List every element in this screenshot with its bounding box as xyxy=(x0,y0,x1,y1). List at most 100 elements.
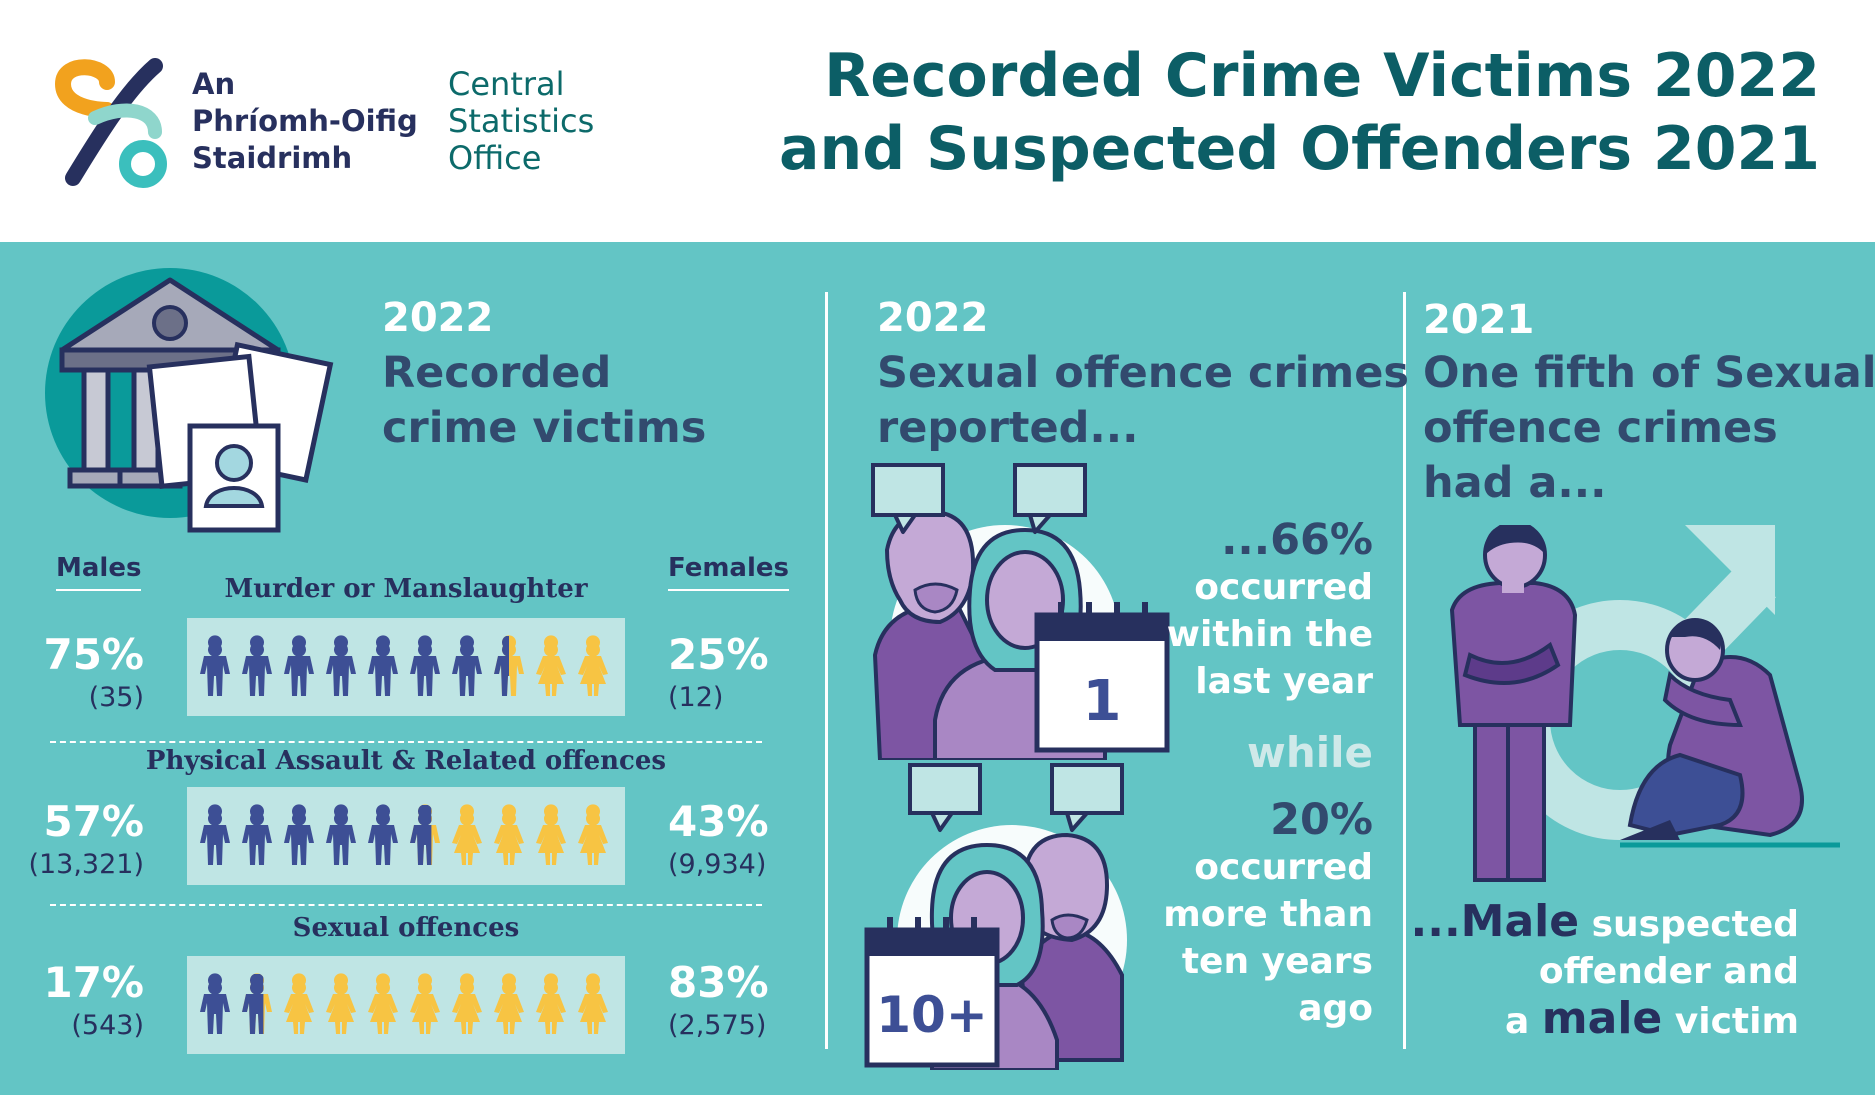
heading-line: reported... xyxy=(877,403,1139,453)
person-figure xyxy=(200,973,230,1034)
row-separator xyxy=(50,904,762,906)
male-figure xyxy=(326,804,356,865)
stat2-line: occurred xyxy=(1194,847,1373,888)
pictogram-sexual xyxy=(200,973,608,1034)
heading-line: One fifth of Sexual xyxy=(1423,348,1875,398)
female-figure xyxy=(368,973,398,1034)
male-share-fill xyxy=(242,974,264,1034)
person-figure xyxy=(200,635,230,696)
person-figure xyxy=(494,635,524,696)
female-figure xyxy=(452,804,482,865)
female-count-sexual: (2,575) xyxy=(668,1010,767,1041)
stat2-line: ago xyxy=(1298,988,1373,1029)
female-figure xyxy=(536,973,566,1034)
conclusion-line: offender and xyxy=(1538,951,1799,992)
male-count-assault: (13,321) xyxy=(28,849,144,880)
male-figure xyxy=(284,635,314,696)
person-figure xyxy=(242,804,272,865)
female-count-assault: (9,934) xyxy=(668,849,767,880)
person-figure xyxy=(578,635,608,696)
male-figure xyxy=(200,635,230,696)
females-label: Females xyxy=(668,553,789,591)
female-figure xyxy=(578,635,608,696)
men-figures-icon xyxy=(1449,525,1840,882)
female-figure xyxy=(410,973,440,1034)
person-figure xyxy=(494,973,524,1034)
male-pct-assault: 57% xyxy=(43,797,144,846)
heading-line: crime victims xyxy=(382,403,707,453)
male-figure xyxy=(200,973,230,1034)
male-share-fill xyxy=(410,805,432,865)
stat1-line: within the xyxy=(1166,614,1373,655)
female-figure xyxy=(494,804,524,865)
column-divider xyxy=(1403,292,1406,1049)
calendar-bottom-number: 10+ xyxy=(876,986,987,1044)
female-figure xyxy=(536,635,566,696)
person-figure xyxy=(536,635,566,696)
title-line: Recorded Crime Victims 2022 xyxy=(824,41,1820,111)
person-figure xyxy=(284,635,314,696)
victim-bar-sexual xyxy=(187,956,625,1054)
stat1-value: ...66% xyxy=(1221,515,1373,565)
victim-bar-murder xyxy=(187,618,625,716)
person-figure xyxy=(452,635,482,696)
female-pct-murder: 25% xyxy=(668,630,769,679)
stat1-line: occurred xyxy=(1194,567,1373,608)
person-figure xyxy=(452,804,482,865)
female-figure xyxy=(452,973,482,1034)
person-figure xyxy=(284,973,314,1034)
male-count-murder: (35) xyxy=(88,682,144,713)
male-pct-sexual: 17% xyxy=(43,958,144,1007)
person-figure xyxy=(326,635,356,696)
person-figure xyxy=(536,804,566,865)
conclusion-text: victim xyxy=(1662,1001,1799,1042)
section3-heading: One fifth of Sexual offence crimes had a… xyxy=(1423,346,1875,511)
stat2-value: 20% xyxy=(1270,795,1373,845)
conclusion-line: ...Male suspected xyxy=(1411,898,1799,948)
reporting-people-calendar-10-icon: 10+ xyxy=(864,763,1127,1070)
female-pct-sexual: 83% xyxy=(668,958,769,1007)
male-figure xyxy=(284,804,314,865)
person-figure xyxy=(578,973,608,1034)
male-figure xyxy=(452,635,482,696)
male-figure xyxy=(326,635,356,696)
column-divider xyxy=(825,292,828,1049)
stat1-line: last year xyxy=(1195,661,1373,702)
crime-label-murder: Murder or Manslaughter xyxy=(224,574,588,604)
person-figure xyxy=(242,973,272,1034)
person-figure xyxy=(200,804,230,865)
conclusion-text: suspected xyxy=(1579,904,1799,945)
female-figure xyxy=(284,973,314,1034)
female-count-murder: (12) xyxy=(668,682,724,713)
pictogram-murder xyxy=(200,635,608,696)
crime-label-sexual: Sexual offences xyxy=(292,913,520,943)
person-figure xyxy=(368,635,398,696)
section2-year: 2022 xyxy=(877,295,989,341)
person-figure xyxy=(242,635,272,696)
calendar-top-number: 1 xyxy=(1083,669,1122,734)
courthouse-icon xyxy=(45,268,334,533)
logo-english-line: Statistics xyxy=(448,102,595,140)
row-separator xyxy=(50,741,762,743)
conclusion-text: a xyxy=(1504,1001,1542,1042)
female-figure xyxy=(578,973,608,1034)
heading-line: Recorded xyxy=(382,348,612,398)
logo-irish-line: An xyxy=(192,67,236,101)
male-figure xyxy=(200,804,230,865)
stat2-line: ten years xyxy=(1181,941,1373,982)
male-pct-murder: 75% xyxy=(43,630,144,679)
while-connector: while xyxy=(1247,728,1373,777)
person-figure xyxy=(368,973,398,1034)
stat-ten-years: 20% occurred more than ten years ago xyxy=(1163,797,1373,1032)
person-figure xyxy=(326,973,356,1034)
title-line: and Suspected Offenders 2021 xyxy=(779,114,1820,184)
heading-line: Sexual offence crimes xyxy=(877,348,1409,398)
person-figure xyxy=(494,804,524,865)
person-figure xyxy=(368,804,398,865)
female-figure xyxy=(578,804,608,865)
conclusion-line: a male victim xyxy=(1411,995,1799,1045)
male-figure xyxy=(242,635,272,696)
logo-irish-line: Staidrimh xyxy=(192,141,353,175)
person-figure xyxy=(284,804,314,865)
female-figure xyxy=(536,804,566,865)
